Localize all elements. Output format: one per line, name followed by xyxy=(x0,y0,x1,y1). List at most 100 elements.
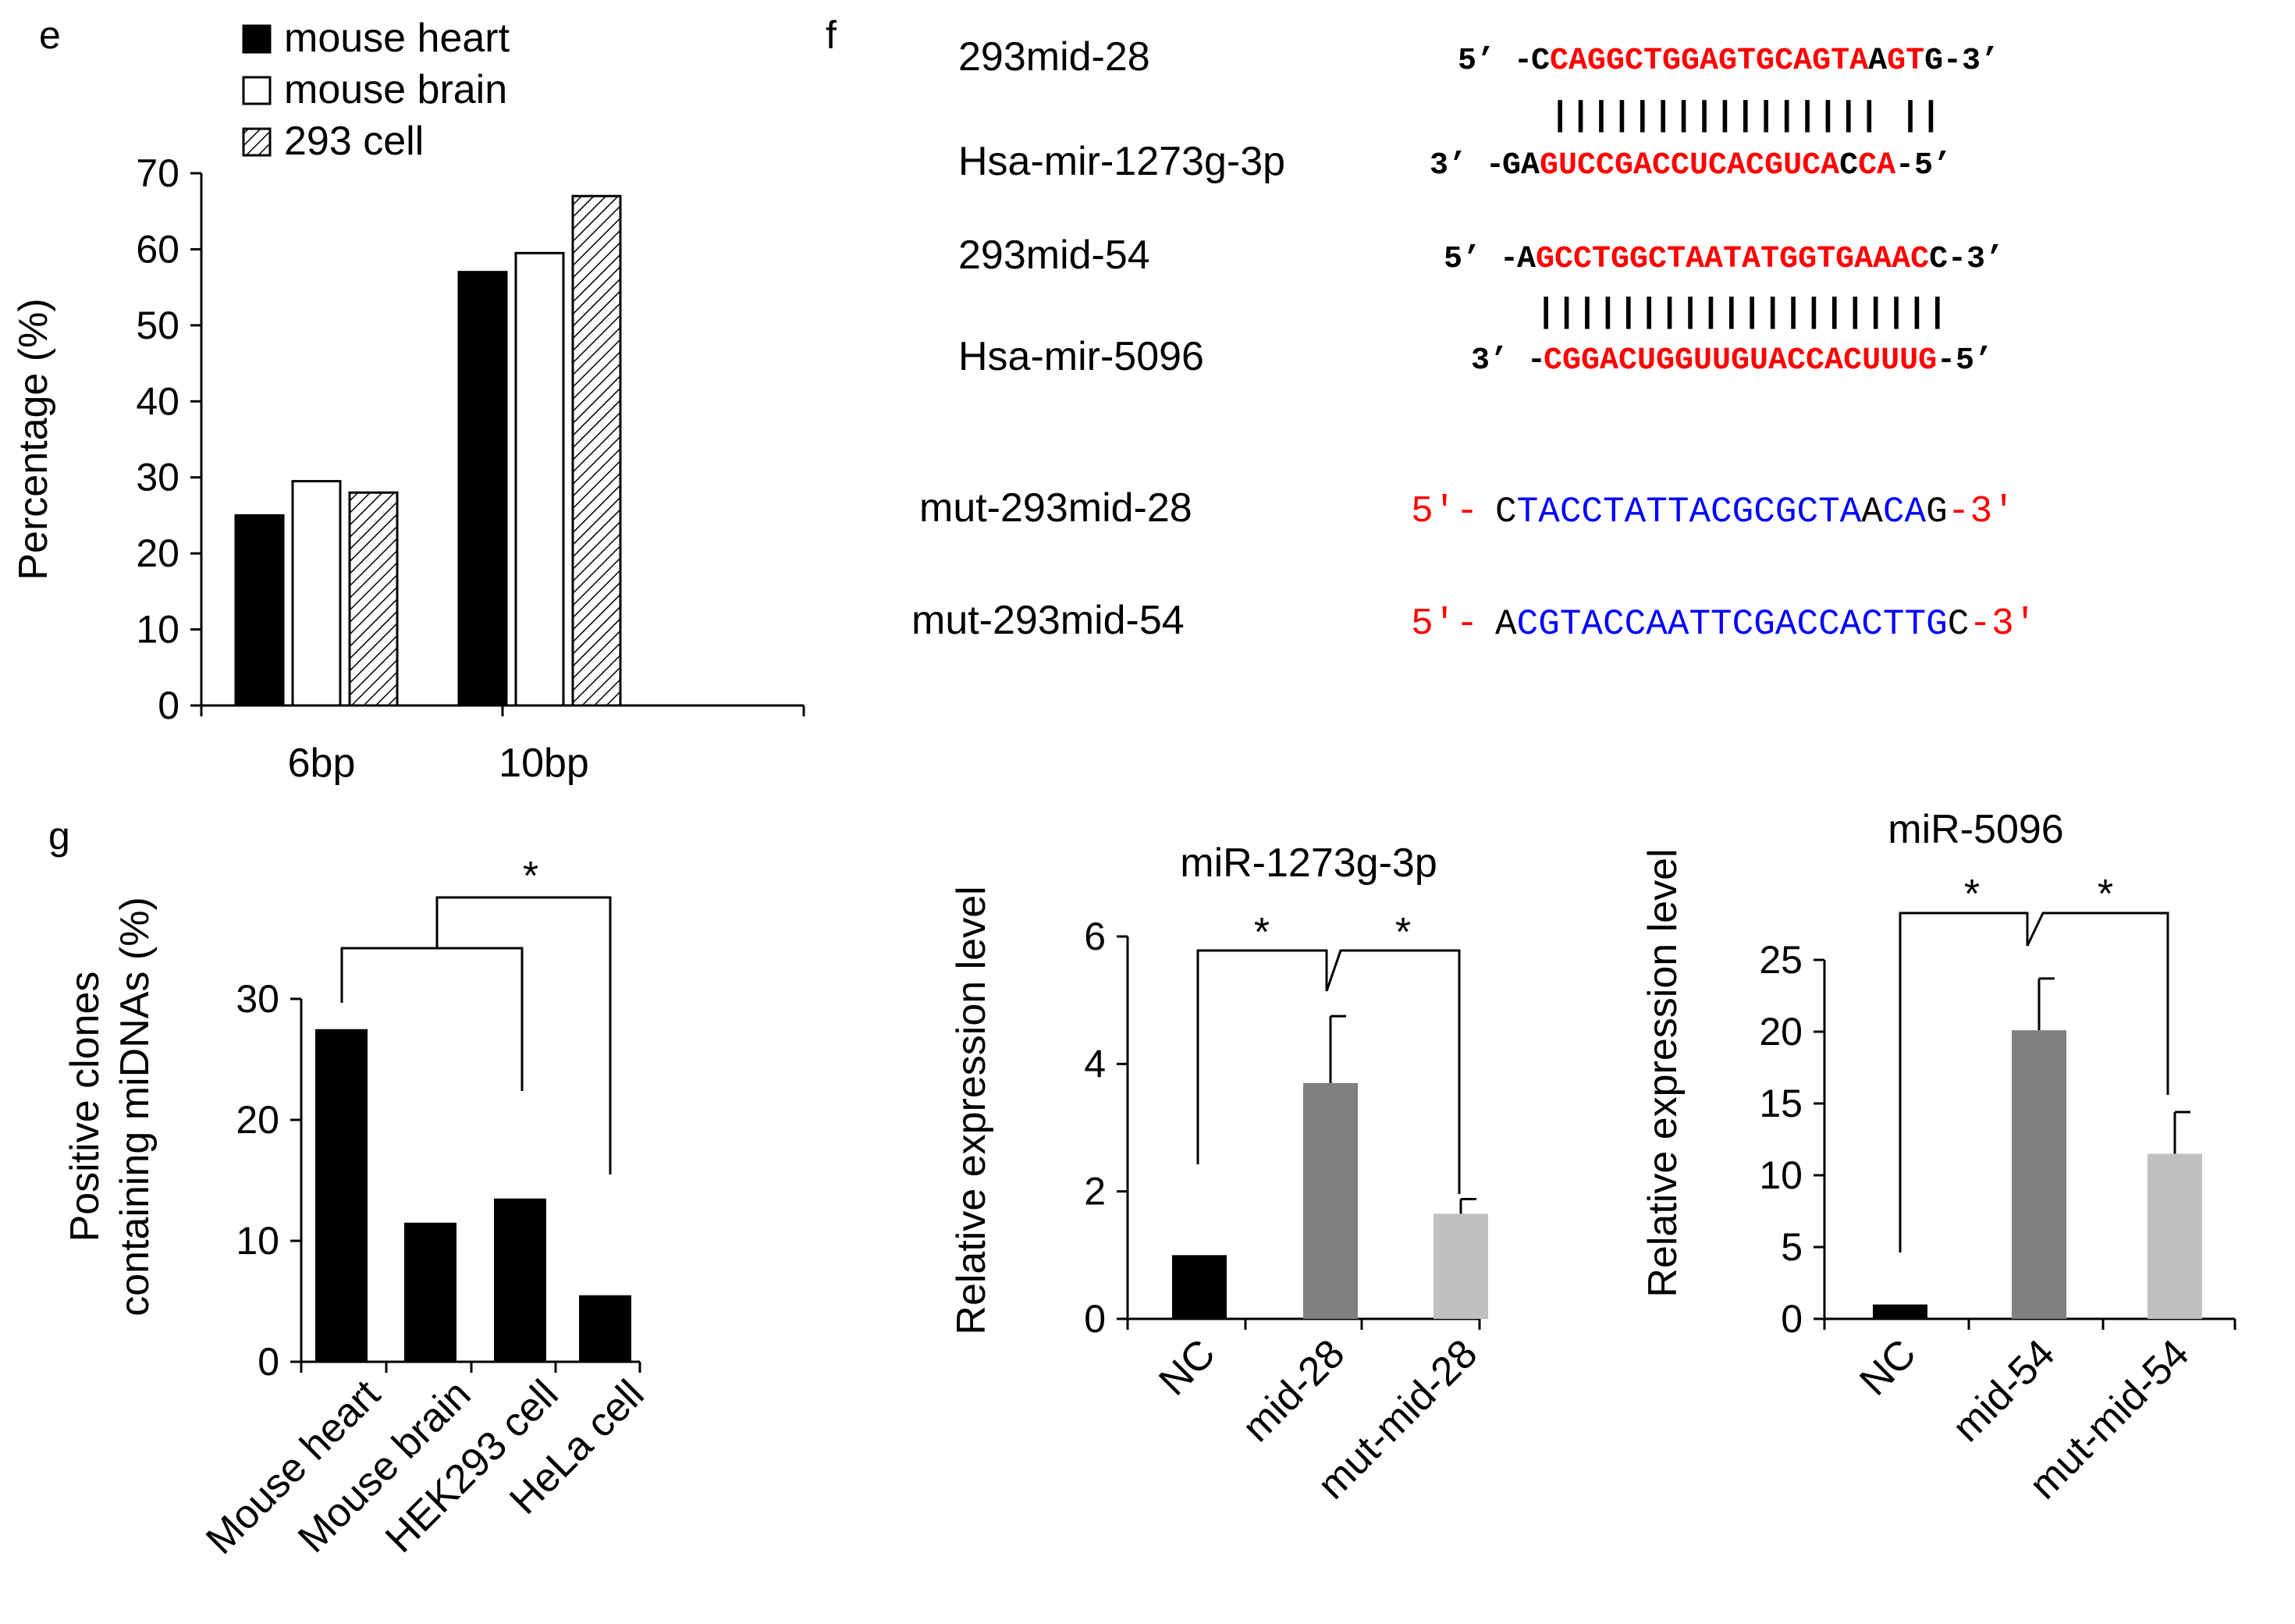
bar-Mouse-brain xyxy=(404,1222,457,1362)
sequence-label: 293mid-54 xyxy=(958,233,1150,278)
x-category-label: 6bp xyxy=(288,741,356,786)
five-prime-marker: -5’ xyxy=(1937,343,1993,378)
legend-swatch xyxy=(242,76,272,105)
mutant-label: mut-293mid-54 xyxy=(911,598,1185,643)
sequence-segment: G xyxy=(1926,492,1948,532)
bar-Mouse-heart xyxy=(315,1029,368,1362)
significance-star: * xyxy=(1254,910,1270,955)
sequence-segment: A xyxy=(1861,492,1883,532)
y-tick-label: 0 xyxy=(158,684,179,727)
y-tick-label: 20 xyxy=(136,531,179,575)
five-prime-marker: 5’ - xyxy=(1444,242,1519,277)
y-tick-label: 40 xyxy=(136,379,179,423)
significance-bracket-outer xyxy=(435,896,612,1174)
significance-bracket xyxy=(1899,912,2029,1253)
bar-mouse-brain-10bp xyxy=(514,251,565,707)
sequence-bottom: CGGACUGGUUGUACCACUUUG xyxy=(1544,343,1937,378)
five-prime-marker: -5’ xyxy=(1895,148,1952,183)
sequence-bottom: GAGUCCGACCUCACGUCACCA xyxy=(1502,148,1895,183)
sequence-label: Hsa-mir-5096 xyxy=(958,334,1204,379)
y-tick-label: 25 xyxy=(1759,938,1803,982)
sequence-segment: GT xyxy=(1887,44,1924,79)
bar-mut-mid-28 xyxy=(1433,1214,1488,1319)
y-tick-label: 0 xyxy=(1084,1297,1106,1341)
sequence-segment: C xyxy=(1531,44,1550,79)
mutant-sequence: ACGTACCAATTCGACCACTTGC xyxy=(1495,604,1969,645)
x-category-label: mid-28 xyxy=(1234,1331,1353,1450)
base-pairing-bonds: |||||||||||||||||||| xyxy=(1536,293,1948,332)
three-prime-marker: -3′ xyxy=(1948,491,2015,533)
base-pairing-bonds: |||||||||||||||| || xyxy=(1550,97,1942,136)
y-axis-label: Percentage (%) xyxy=(11,298,56,580)
significance-star: * xyxy=(1964,872,1980,917)
sequence-segment: GUCCGACCUCACGUCA xyxy=(1540,148,1839,183)
y-tick-label: 20 xyxy=(236,1098,279,1142)
five-prime-marker: 5′- xyxy=(1411,491,1478,533)
legend-swatch xyxy=(242,24,272,54)
legend-swatch xyxy=(242,127,272,157)
legend-label: mouse heart xyxy=(284,16,510,61)
y-tick-label: 10 xyxy=(1759,1153,1803,1197)
y-tick-label: 4 xyxy=(1084,1042,1106,1086)
mutant-label: mut-293mid-28 xyxy=(919,485,1192,531)
three-prime-marker: 3’ - xyxy=(1430,148,1505,183)
legend-label: mouse brain xyxy=(284,67,507,112)
chart-title: miR-1273g-3p xyxy=(1180,840,1437,886)
y-axis-label: Relative expression level xyxy=(949,886,994,1334)
significance-star: * xyxy=(1395,910,1411,955)
y-tick-label: 0 xyxy=(258,1340,279,1384)
bar-mid-54 xyxy=(2012,1030,2066,1319)
sequence-segment: A xyxy=(1868,44,1887,79)
y-tick-label: 60 xyxy=(136,227,179,271)
bar-mut-mid-54 xyxy=(2148,1153,2202,1319)
bar-293-cell-10bp xyxy=(571,194,622,707)
bar-293-cell-6bp xyxy=(348,491,399,707)
three-prime-marker: -3’ xyxy=(1948,242,2004,277)
sequence-segment: CGTACCAATTCGACCACTTG xyxy=(1517,604,1948,645)
y-axis-label-line1: Positive clones xyxy=(62,972,108,1242)
x-category-label: 10bp xyxy=(499,741,589,786)
bar-mouse-heart-10bp xyxy=(457,271,508,707)
bar-HEK293-cell xyxy=(494,1198,546,1362)
x-category-label: mid-54 xyxy=(1944,1331,2063,1450)
significance-star: * xyxy=(2098,872,2113,917)
sequence-label: 293mid-28 xyxy=(958,34,1150,80)
bar-NC xyxy=(1172,1255,1227,1319)
x-category-label: NC xyxy=(1150,1331,1224,1404)
y-tick-label: 30 xyxy=(236,977,279,1021)
y-tick-label: 50 xyxy=(136,304,179,347)
sequence-top: CCAGGCTGGAGTGCAGTAAGTG xyxy=(1531,44,1943,79)
sequence-segment: CA xyxy=(1858,148,1895,183)
y-tick-label: 2 xyxy=(1084,1170,1106,1214)
significance-star: * xyxy=(523,854,538,899)
legend-label: 293 cell xyxy=(284,119,424,164)
sequence-segment: GCCTGGCTAATATGGTGAAAC xyxy=(1536,242,1929,277)
panel-label-f: f xyxy=(826,13,837,57)
sequence-segment: C xyxy=(1495,492,1517,532)
y-tick-label: 10 xyxy=(236,1219,279,1263)
sequence-segment: TACCTATTACGCGCTA xyxy=(1517,492,1862,532)
bar-mid-28 xyxy=(1303,1082,1358,1319)
sequence-segment: C xyxy=(1929,242,1948,277)
y-tick-label: 20 xyxy=(1759,1010,1803,1054)
y-tick-label: 6 xyxy=(1084,915,1106,958)
mutant-sequence: CTACCTATTACGCGCTAACAG xyxy=(1495,492,1948,532)
significance-bracket xyxy=(1196,949,1328,1164)
chart-e-bar-chart: 0 10 20 30 40 50 60 70 6bp 10bp Percentage (%) mous… xyxy=(11,16,805,786)
five-prime-marker: 5′- xyxy=(1411,603,1478,645)
three-prime-marker: -3′ xyxy=(1969,603,2036,645)
three-prime-marker: -3’ xyxy=(1943,44,1999,79)
y-axis-label-line2: containing miDNAs (%) xyxy=(112,897,158,1317)
bar-HeLa-cell xyxy=(579,1295,631,1362)
sequence-segment: CAGGCTGGAGTGCAGTA xyxy=(1550,44,1868,79)
sequence-label: Hsa-mir-1273g-3p xyxy=(958,139,1285,184)
y-tick-label: 10 xyxy=(136,608,179,652)
y-axis-label: Relative expression level xyxy=(1640,848,1686,1297)
significance-bracket-inner xyxy=(340,947,524,1091)
sequence-segment: GA xyxy=(1502,148,1540,183)
bar-NC xyxy=(1873,1304,1927,1319)
significance-bracket xyxy=(2026,912,2169,1095)
panel-label-g: g xyxy=(48,814,70,858)
